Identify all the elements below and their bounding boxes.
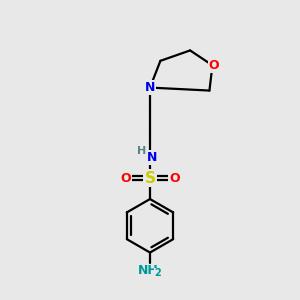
Text: NH: NH [138, 265, 159, 278]
Text: N: N [145, 81, 155, 94]
Text: H: H [137, 146, 146, 156]
Text: O: O [208, 59, 219, 72]
Text: O: O [169, 172, 180, 185]
Text: S: S [145, 171, 155, 186]
Text: N: N [147, 151, 158, 164]
Text: 2: 2 [154, 268, 161, 278]
Text: O: O [120, 172, 131, 185]
